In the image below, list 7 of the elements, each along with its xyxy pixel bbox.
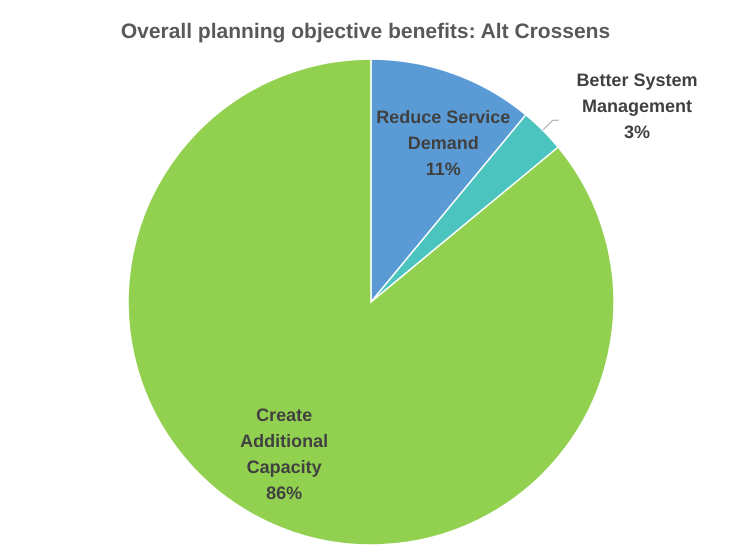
data-label: 3% <box>624 122 650 142</box>
slice-label: Create Additional Capacity <box>240 405 328 478</box>
data-label: 86% <box>266 483 302 504</box>
chart-title: Overall planning objective benefits: Alt Crossens <box>120 20 610 43</box>
data-label: 11% <box>426 158 461 179</box>
slice-label: Better System Management <box>576 70 698 116</box>
slice-label: Reduce Service Demand <box>376 106 510 153</box>
